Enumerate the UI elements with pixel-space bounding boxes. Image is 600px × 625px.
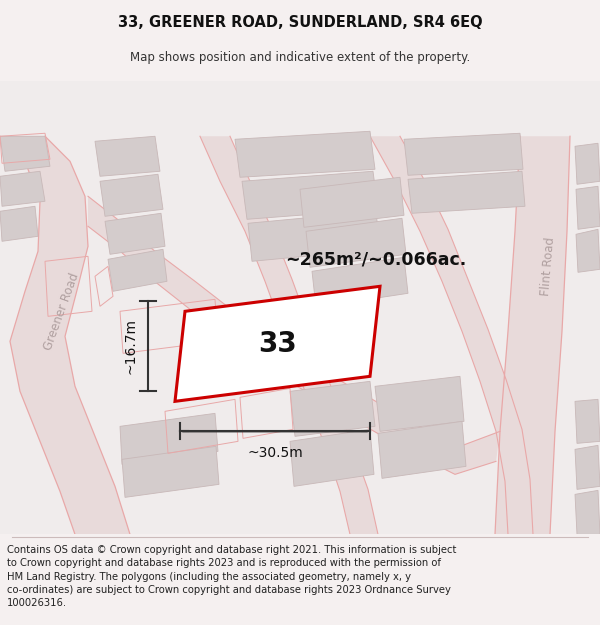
Text: Map shows position and indicative extent of the property.: Map shows position and indicative extent… [130, 51, 470, 64]
Polygon shape [122, 446, 219, 498]
Polygon shape [408, 171, 525, 213]
Polygon shape [248, 211, 380, 261]
Polygon shape [312, 258, 408, 308]
Polygon shape [95, 136, 160, 176]
Text: ~16.7m: ~16.7m [123, 318, 137, 374]
Polygon shape [300, 177, 404, 227]
Polygon shape [0, 171, 45, 206]
Polygon shape [404, 133, 523, 175]
Polygon shape [370, 136, 533, 534]
Polygon shape [235, 131, 375, 178]
Polygon shape [290, 381, 375, 436]
Polygon shape [100, 174, 163, 216]
Polygon shape [575, 399, 600, 443]
Polygon shape [378, 421, 466, 478]
Polygon shape [0, 136, 130, 534]
Polygon shape [575, 143, 600, 184]
Polygon shape [575, 491, 600, 534]
Polygon shape [120, 413, 218, 464]
Polygon shape [290, 429, 374, 486]
Text: 33, GREENER ROAD, SUNDERLAND, SR4 6EQ: 33, GREENER ROAD, SUNDERLAND, SR4 6EQ [118, 15, 482, 30]
Text: Flint Road: Flint Road [539, 236, 557, 296]
Polygon shape [0, 206, 38, 241]
Polygon shape [108, 249, 167, 291]
Polygon shape [576, 229, 600, 272]
Polygon shape [242, 171, 378, 219]
Polygon shape [575, 446, 600, 489]
Text: Greener Road: Greener Road [42, 271, 82, 352]
Polygon shape [306, 218, 406, 268]
Polygon shape [0, 136, 50, 171]
Polygon shape [495, 136, 570, 534]
Polygon shape [200, 136, 378, 534]
Text: ~30.5m: ~30.5m [247, 446, 303, 461]
Text: ~265m²/~0.066ac.: ~265m²/~0.066ac. [285, 250, 466, 268]
Text: 33: 33 [258, 330, 297, 358]
Polygon shape [375, 376, 464, 431]
Polygon shape [88, 196, 500, 474]
Polygon shape [105, 213, 165, 254]
Polygon shape [175, 286, 380, 401]
Polygon shape [0, 81, 600, 534]
Text: Contains OS data © Crown copyright and database right 2021. This information is : Contains OS data © Crown copyright and d… [7, 545, 457, 608]
Polygon shape [576, 186, 600, 229]
